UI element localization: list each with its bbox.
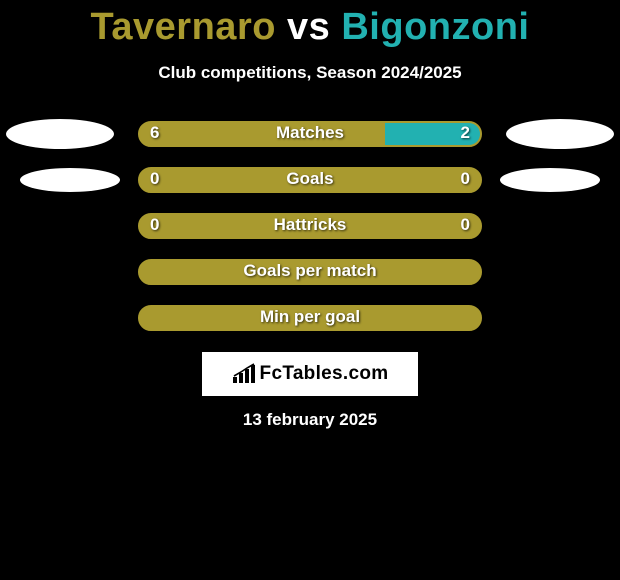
stat-bar-fill-left <box>140 307 480 329</box>
stat-row: Hattricks00 <box>0 213 620 259</box>
stat-row: Goals00 <box>0 167 620 213</box>
stat-bar-fill-right <box>385 123 480 145</box>
stat-bar-fill-left <box>140 123 385 145</box>
brand-box: FcTables.com <box>202 352 418 396</box>
date-text: 13 february 2025 <box>0 410 620 430</box>
stat-bar-track <box>138 121 482 147</box>
stat-bar-track <box>138 213 482 239</box>
brand-text: FcTables.com <box>260 363 389 385</box>
side-ellipse-left <box>20 168 120 192</box>
comparison-infographic: Tavernaro vs Bigonzoni Club competitions… <box>0 0 620 580</box>
stat-bar-track <box>138 305 482 331</box>
stat-rows: Matches62Goals00Hattricks00Goals per mat… <box>0 121 620 351</box>
side-ellipse-right <box>500 168 600 192</box>
side-ellipse-right <box>506 119 614 149</box>
subtitle: Club competitions, Season 2024/2025 <box>0 63 620 83</box>
side-ellipse-left <box>6 119 114 149</box>
stat-bar-track <box>138 167 482 193</box>
stat-bar-fill-left <box>140 169 480 191</box>
vs-separator: vs <box>287 6 330 48</box>
page-title: Tavernaro vs Bigonzoni <box>0 0 620 49</box>
stat-row: Min per goal <box>0 305 620 351</box>
stat-row: Goals per match <box>0 259 620 305</box>
player-left-name: Tavernaro <box>91 6 276 48</box>
stat-bar-fill-left <box>140 215 480 237</box>
stat-row: Matches62 <box>0 121 620 167</box>
stat-bar-fill-left <box>140 261 480 283</box>
player-right-name: Bigonzoni <box>341 6 529 48</box>
stat-bar-track <box>138 259 482 285</box>
bar-chart-icon <box>232 363 256 385</box>
